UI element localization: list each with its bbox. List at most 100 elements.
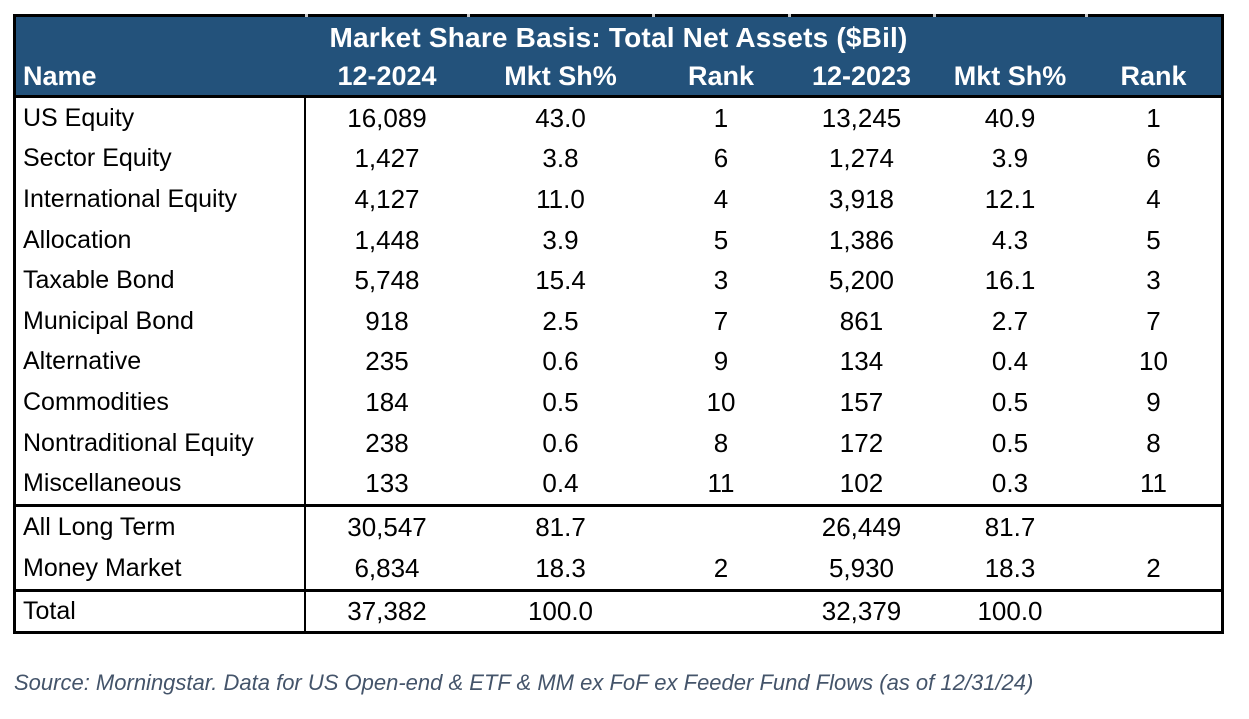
cell-tna-2024: 918	[365, 305, 409, 336]
cell-tna-2024: 37,382	[347, 595, 427, 626]
column-header-rank-2024: Rank	[687, 61, 755, 91]
cell-tna-2023: 32,379	[821, 595, 902, 626]
column-border-gap	[652, 14, 655, 17]
summary-rows: All Long Term 30,547 81.7 26,449 81.7 Mo…	[16, 506, 1221, 589]
cell-tna-2023: 172	[839, 427, 884, 458]
cell-rank-2024	[653, 507, 789, 548]
cell-tna-2024: 235	[365, 346, 409, 377]
cell-mktsh-2024: 43.0	[535, 102, 586, 133]
table-title-row: Market Share Basis: Total Net Assets ($B…	[16, 17, 1221, 58]
column-border-gap	[933, 14, 936, 17]
table-row: Municipal Bond 918 2.5 7 861 2.7 7	[16, 300, 1221, 342]
cell-mktsh-2024: 0.4	[542, 468, 579, 499]
cell-tna-2024: 184	[365, 386, 409, 417]
cell-rank-2023: 6	[1146, 143, 1161, 174]
cell-tna-2023: 5,200	[828, 265, 895, 296]
cell-mktsh-2024: 0.6	[542, 427, 579, 458]
cell-rank-2024: 11	[707, 468, 735, 499]
cell-tna-2024: 1,427	[354, 143, 420, 174]
table-row: Allocation 1,448 3.9 5 1,386 4.3 5	[16, 219, 1221, 261]
cell-category-name: Commodities	[16, 382, 306, 423]
table-row: US Equity 16,089 43.0 1 13,245 40.9 1	[16, 98, 1221, 139]
cell-mktsh-2023: 16.1	[984, 265, 1036, 296]
cell-summary-name: All Long Term	[16, 506, 306, 548]
source-note: Source: Morningstar. Data for US Open-en…	[14, 670, 1034, 695]
table-row: Sector Equity 1,427 3.8 6 1,274 3.9 6	[16, 138, 1221, 180]
table-row: Miscellaneous 133 0.4 11 102 0.3 11	[16, 463, 1221, 504]
column-border-gap	[305, 14, 308, 17]
cell-tna-2023: 861	[839, 305, 884, 336]
cell-rank-2024: 6	[713, 143, 729, 174]
table-title: Market Share Basis: Total Net Assets ($B…	[329, 21, 908, 53]
cell-rank-2023: 1	[1146, 102, 1161, 133]
cell-total-name: Total	[16, 591, 306, 631]
cell-mktsh-2024: 18.3	[535, 552, 586, 583]
cell-rank-2024	[653, 592, 789, 631]
cell-mktsh-2024: 100.0	[527, 595, 594, 626]
cell-tna-2023: 157	[839, 386, 884, 417]
cell-mktsh-2024: 0.6	[542, 346, 579, 377]
cell-mktsh-2023: 4.3	[991, 224, 1029, 255]
cell-category-name: Miscellaneous	[16, 463, 306, 504]
cell-tna-2024: 4,127	[354, 183, 420, 214]
cell-tna-2024: 5,748	[354, 265, 420, 296]
category-rows: US Equity 16,089 43.0 1 13,245 40.9 1 Se…	[16, 98, 1221, 504]
cell-rank-2024: 2	[713, 552, 729, 583]
table-row: Taxable Bond 5,748 15.4 3 5,200 16.1 3	[16, 260, 1221, 301]
market-share-table: Market Share Basis: Total Net Assets ($B…	[13, 14, 1224, 634]
header-body-divider	[16, 95, 1221, 98]
cell-mktsh-2024: 2.5	[542, 305, 579, 336]
column-border-gap	[788, 14, 791, 17]
summary-total-divider	[16, 588, 1221, 592]
cell-rank-2023: 5	[1146, 224, 1161, 255]
cell-mktsh-2023: 0.4	[991, 346, 1029, 377]
cell-mktsh-2023: 100.0	[977, 595, 1043, 626]
cell-tna-2024: 238	[365, 427, 409, 458]
cell-tna-2023: 3,918	[828, 183, 895, 214]
cell-mktsh-2023: 0.5	[991, 427, 1029, 458]
cell-category-name: Taxable Bond	[16, 260, 306, 301]
cell-rank-2024: 9	[713, 346, 729, 377]
cell-mktsh-2023: 12.1	[984, 183, 1036, 214]
column-header-rank-2023: Rank	[1120, 61, 1187, 91]
cell-rank-2024: 7	[713, 305, 729, 336]
column-header-tna-2023: 12-2023	[811, 61, 912, 91]
cell-mktsh-2024: 3.8	[542, 143, 579, 174]
cell-rank-2024: 4	[713, 183, 729, 214]
cell-tna-2024: 133	[365, 468, 409, 499]
cell-category-name: Nontraditional Equity	[16, 422, 306, 464]
cell-category-name: International Equity	[16, 179, 306, 220]
cell-mktsh-2024: 15.4	[535, 265, 586, 296]
cell-mktsh-2024: 11.0	[536, 183, 585, 214]
cell-tna-2023: 26,449	[821, 511, 902, 542]
table-header-band: Market Share Basis: Total Net Assets ($B…	[16, 17, 1221, 95]
cell-rank-2023: 9	[1146, 386, 1161, 417]
cell-category-name: Municipal Bond	[16, 300, 306, 342]
cell-tna-2023: 13,245	[821, 102, 902, 133]
cell-rank-2023: 3	[1146, 265, 1161, 296]
cell-rank-2024: 5	[713, 224, 729, 255]
cell-mktsh-2023: 81.7	[984, 511, 1036, 542]
cell-tna-2023: 5,930	[828, 552, 895, 583]
cell-rank-2024: 8	[713, 427, 729, 458]
cell-rank-2023	[1086, 507, 1221, 548]
column-border-gap	[467, 14, 470, 17]
cell-category-name: Alternative	[16, 341, 306, 383]
table-row: All Long Term 30,547 81.7 26,449 81.7	[16, 506, 1221, 548]
table-row: Commodities 184 0.5 10 157 0.5 9	[16, 382, 1221, 423]
cell-mktsh-2024: 0.5	[542, 386, 579, 417]
column-header-name: Name	[23, 61, 97, 91]
cell-mktsh-2024: 81.7	[535, 511, 586, 542]
cell-rank-2024: 10	[706, 386, 736, 417]
table-row: Nontraditional Equity 238 0.6 8 172 0.5 …	[16, 422, 1221, 464]
cell-rank-2024: 1	[713, 102, 729, 133]
cell-tna-2024: 6,834	[354, 552, 420, 583]
cell-rank-2023: 8	[1146, 427, 1161, 458]
cell-category-name: Allocation	[16, 219, 306, 261]
cell-mktsh-2023: 0.5	[991, 386, 1029, 417]
column-header-mktsh-2024: Mkt Sh%	[504, 61, 617, 91]
cell-mktsh-2024: 3.9	[542, 224, 579, 255]
column-header-row: Name 12-2024 Mkt Sh% Rank 12-2023 Mkt Sh…	[16, 58, 1221, 95]
cell-tna-2023: 1,386	[828, 224, 895, 255]
table-row: Money Market 6,834 18.3 2 5,930 18.3 2	[16, 547, 1221, 589]
